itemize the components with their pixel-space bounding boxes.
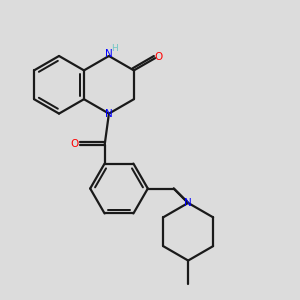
Text: N: N xyxy=(184,198,192,208)
Text: O: O xyxy=(154,52,163,61)
Text: N: N xyxy=(105,109,113,118)
Text: N: N xyxy=(105,49,113,58)
Text: O: O xyxy=(70,139,79,149)
Text: H: H xyxy=(111,44,118,53)
